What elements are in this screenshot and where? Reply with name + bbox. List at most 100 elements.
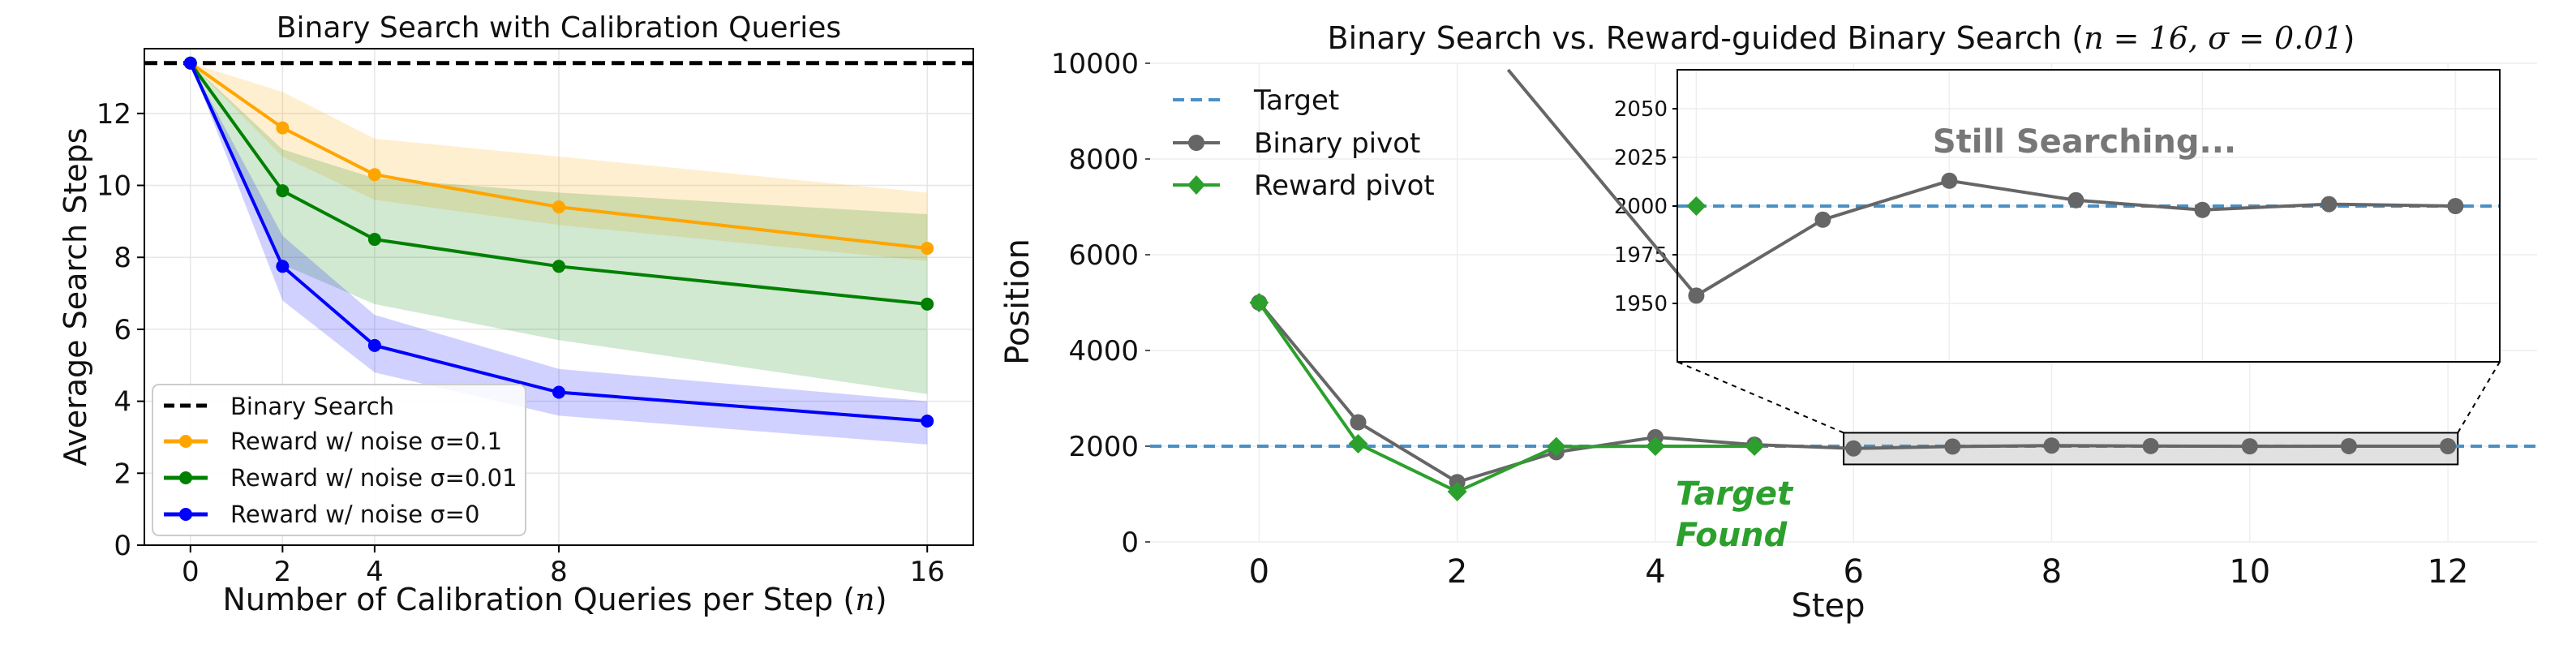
right-legend: Target Binary pivot Reward pivot [1173,84,1435,202]
inset-background [1677,70,2500,362]
right-y-tick-label: 0 [1121,527,1139,559]
inset-label: Still Searching... [1933,123,2236,161]
left-x-tick-label: 16 [910,556,945,588]
left-band-1 [190,62,928,261]
right-ticks: 0 2000 4000 6000 8000 10000 0 2 4 6 8 10 12 [1051,48,2469,591]
right-binary-point [1350,414,1367,431]
left-x-label-main: Number of Calibration Queries per Step ( [222,582,855,617]
left-series-3-point [367,338,381,352]
left-series-3-point [921,415,934,428]
left-series-1-point [552,200,565,214]
right-binary-point [2142,437,2159,454]
right-title-math: n = 16, σ = 0.01 [2084,20,2343,56]
inset-binary-line [1506,68,2456,298]
right-reward-point [1745,436,1765,456]
left-x-label-var: n [855,582,874,617]
inset-y-tick-label: 1975 [1614,243,1668,268]
inset-connector-right [2457,361,2501,433]
right-reward-point [1447,482,1467,502]
right-chart: Binary Search vs. Reward-guided Binary S… [999,20,2537,625]
left-y-tick-label: 4 [114,386,131,419]
left-legend-label-baseline: Binary Search [230,393,394,420]
left-chart-title: Binary Search with Calibration Queries [277,11,841,45]
right-lines [1150,293,2537,502]
left-x-tick-label: 2 [274,556,292,588]
right-reward-point [1546,436,1566,457]
left-x-tick-label: 0 [182,556,200,588]
inset-binary-point [1814,211,1831,228]
left-chart: Binary Search with Calibration Queries 0… [58,11,974,617]
right-x-tick-label: 2 [1447,553,1467,591]
right-x-tick-label: 4 [1645,553,1665,591]
left-x-tick-label: 8 [550,556,568,588]
right-reward-point [1645,436,1665,456]
inset-frame [1677,69,2501,363]
left-legend-label-1: Reward w/ noise σ=0.1 [230,428,502,455]
inset-reward-point [1686,196,1707,216]
right-y-tick-label: 4000 [1068,335,1139,368]
left-legend-label-3: Reward w/ noise σ=0 [230,501,479,528]
inset-binary-point [2194,201,2211,218]
right-binary-point [1845,440,1862,457]
right-reward-point [1249,293,1269,312]
left-series-3-point [276,260,290,273]
right-title-main: Binary Search vs. Reward-guided Binary S… [1328,20,2084,56]
target-found-line1: Target [1676,475,1794,513]
left-series-3-point [552,385,565,399]
inset-lines [1506,68,2500,304]
inset-y-tick-label: 1950 [1614,292,1668,316]
right-binary-point [2340,437,2357,454]
inset-connectors [1677,361,2501,434]
left-series-1-point [276,121,290,135]
right-x-tick-label: 6 [1843,553,1863,591]
right-legend-label-reward: Reward pivot [1254,170,1435,202]
right-binary-point [2043,437,2060,454]
left-x-tick-label: 4 [366,556,384,588]
left-legend-marker-1 [179,435,192,448]
right-binary-point [1944,438,1961,455]
left-band-2 [190,62,928,394]
left-ticks: 0 2 4 6 8 10 12 0 2 4 8 16 [97,98,945,588]
inset-binary-point [1688,287,1705,304]
left-y-tick-label: 12 [97,98,131,131]
right-legend-label-target: Target [1253,84,1339,117]
left-x-axis-label: Number of Calibration Queries per Step (… [222,582,887,617]
left-series-1-point [367,168,381,182]
right-x-tick-label: 12 [2428,553,2469,591]
left-series-2-point [921,297,934,311]
right-legend-marker-reward [1187,175,1205,195]
left-y-tick-label: 2 [114,458,131,490]
left-series-2-point [552,260,565,273]
inset-binary-point [2067,191,2084,208]
left-series-3-point [183,56,197,70]
left-y-tick-label: 8 [114,242,131,274]
left-series-2-point [367,233,381,247]
right-legend-marker-binary [1188,135,1204,151]
left-y-tick-label: 10 [97,170,131,203]
right-reward-point [1348,434,1368,454]
left-y-axis-label: Average Search Steps [58,127,93,466]
target-found-line2: Found [1676,517,1788,554]
right-x-axis-label: Step [1791,587,1865,625]
right-binary-point [2241,438,2258,455]
left-plot-frame [144,48,974,546]
inset-binary-point [2321,196,2338,213]
inset-connector-left [1677,361,1844,434]
inset-y-tick-label: 2050 [1614,97,1668,122]
right-x-tick-label: 0 [1249,553,1269,591]
left-y-tick-label: 6 [114,314,131,346]
right-y-tick-label: 6000 [1068,239,1139,272]
right-y-axis-label: Position [999,239,1037,365]
inset-binary-point [2447,198,2464,214]
right-chart-title: Binary Search vs. Reward-guided Binary S… [1328,20,2355,56]
right-y-tick-label: 8000 [1068,144,1139,176]
left-legend: Binary Search Reward w/ noise σ=0.1 Rewa… [152,384,526,536]
right-x-tick-label: 10 [2229,553,2270,591]
right-y-tick-label: 10000 [1051,48,1139,80]
right-series-line-2 [1257,301,1755,494]
left-legend-label-2: Reward w/ noise σ=0.01 [230,464,517,492]
left-legend-box [152,384,526,536]
